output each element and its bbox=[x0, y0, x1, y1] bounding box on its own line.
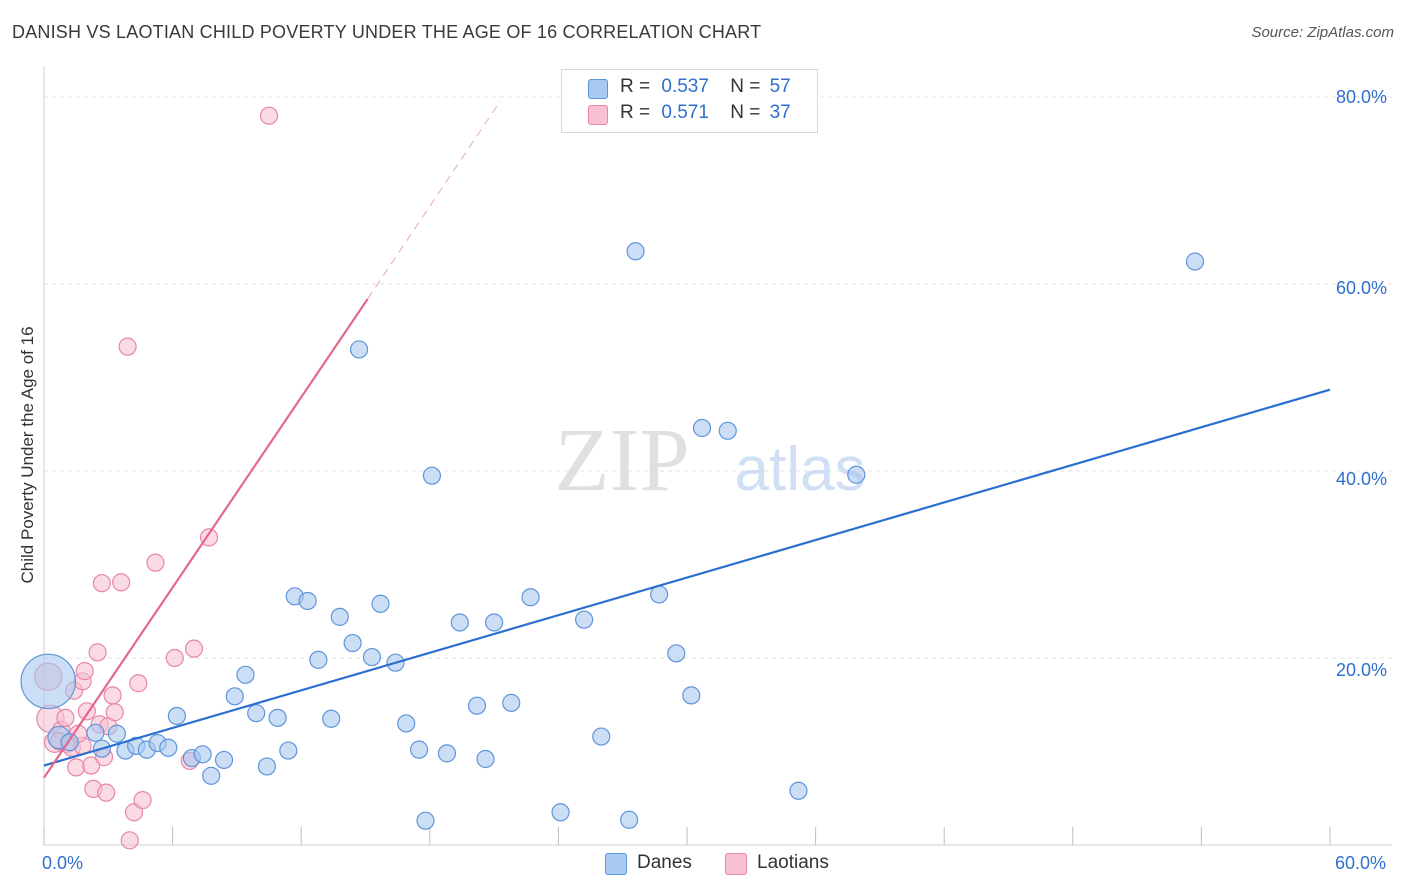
danes-point-3 bbox=[86, 723, 105, 742]
laotians-legend-swatch bbox=[725, 853, 747, 875]
danes-point-27 bbox=[343, 633, 362, 653]
danes-point-23 bbox=[298, 591, 317, 611]
laotians-trend-extension bbox=[367, 100, 501, 300]
danes-point-51 bbox=[692, 418, 712, 438]
danes-n-value: 57 bbox=[769, 76, 791, 97]
axes bbox=[43, 66, 1392, 846]
danes-point-33 bbox=[409, 740, 429, 759]
danes-point-28 bbox=[349, 340, 369, 359]
laotians-r-value: 0.571 bbox=[661, 102, 709, 123]
laotians-point-20 bbox=[103, 686, 122, 705]
danes-point-41 bbox=[502, 693, 521, 712]
danes-point-49 bbox=[667, 644, 686, 663]
danes-point-17 bbox=[236, 665, 255, 684]
watermark: ZIP atlas bbox=[555, 411, 866, 510]
laotians-point-8 bbox=[67, 758, 86, 777]
laotians-trend-line bbox=[43, 298, 369, 779]
trend-lines bbox=[43, 100, 1331, 779]
danes-swatch bbox=[588, 79, 608, 99]
laotians-point-31 bbox=[184, 639, 204, 658]
y-tick-label-60: 60.0% bbox=[1336, 278, 1388, 298]
watermark-atlas: atlas bbox=[735, 435, 866, 504]
laotians-n-label: N = bbox=[730, 102, 761, 123]
danes-point-35 bbox=[422, 466, 442, 485]
danes-legend-label: Danes bbox=[637, 852, 692, 873]
danes-point-18 bbox=[247, 704, 266, 723]
danes-point-29 bbox=[362, 647, 382, 667]
laotians-point-33 bbox=[259, 106, 279, 125]
danes-point-21 bbox=[279, 741, 298, 760]
danes-point-26 bbox=[330, 607, 349, 626]
danes-point-53 bbox=[789, 781, 808, 800]
danes-point-32 bbox=[397, 714, 416, 733]
laotians-point-11 bbox=[75, 661, 94, 681]
danes-point-36 bbox=[437, 744, 457, 763]
laotians-point-23 bbox=[118, 337, 137, 356]
danes-point-30 bbox=[371, 594, 390, 613]
danes-point-14 bbox=[202, 766, 221, 785]
danes-point-39 bbox=[476, 749, 495, 769]
danes-point-42 bbox=[521, 588, 540, 607]
laotians-r-label: R = bbox=[620, 102, 651, 123]
laotians-point-27 bbox=[133, 791, 152, 810]
danes-point-44 bbox=[575, 610, 594, 629]
danes-point-54 bbox=[847, 465, 866, 484]
laotians-swatch bbox=[588, 105, 608, 125]
y-tick-label-20: 20.0% bbox=[1336, 660, 1388, 680]
laotians-point-24 bbox=[120, 831, 139, 850]
laotians-point-18 bbox=[97, 783, 116, 802]
laotians-point-22 bbox=[112, 573, 131, 592]
danes-r-label: R = bbox=[620, 76, 651, 97]
correlation-legend: R = 0.537 N = 57 R = 0.571 N = 37 bbox=[561, 69, 818, 133]
danes-point-34 bbox=[416, 811, 435, 830]
laotians-point-17 bbox=[92, 574, 111, 593]
y-tick-label-40: 40.0% bbox=[1336, 469, 1388, 489]
gridlines bbox=[44, 96, 1392, 659]
x-tick-label-max: 60.0% bbox=[1335, 853, 1387, 873]
laotians-legend-label: Laotians bbox=[757, 852, 829, 873]
danes-point-43 bbox=[551, 803, 570, 822]
y-tick-label-80: 80.0% bbox=[1336, 87, 1388, 107]
danes-point-11 bbox=[167, 706, 186, 726]
danes-point-10 bbox=[159, 738, 178, 757]
danes-point-40 bbox=[485, 613, 504, 632]
danes-point-37 bbox=[450, 613, 469, 632]
laotians-point-13 bbox=[82, 756, 101, 775]
watermark-zip: ZIP bbox=[555, 411, 690, 510]
danes-point-45 bbox=[592, 727, 611, 746]
danes-point-52 bbox=[718, 421, 737, 440]
danes-point-5 bbox=[107, 724, 126, 743]
danes-point-25 bbox=[322, 709, 341, 728]
danes-n-label: N = bbox=[730, 76, 761, 97]
laotians-point-29 bbox=[165, 648, 184, 668]
laotians-point-4 bbox=[56, 708, 75, 727]
danes-point-24 bbox=[309, 650, 328, 669]
danes-point-46 bbox=[620, 810, 639, 829]
laotians-n-value: 37 bbox=[769, 102, 791, 123]
danes-point-55 bbox=[1185, 252, 1205, 271]
danes-point-50 bbox=[682, 686, 701, 705]
danes-point-38 bbox=[467, 696, 487, 715]
laotians-point-26 bbox=[129, 674, 148, 693]
danes-trend-line bbox=[43, 388, 1331, 767]
laotians-point-15 bbox=[88, 643, 107, 662]
danes-point-16 bbox=[225, 687, 244, 706]
laotians-point-21 bbox=[105, 703, 124, 722]
danes-point-15 bbox=[214, 750, 234, 770]
danes-point-47 bbox=[626, 242, 645, 261]
danes-point-13 bbox=[193, 745, 212, 764]
danes-point-20 bbox=[268, 708, 287, 727]
laotians-point-28 bbox=[146, 553, 165, 572]
danes-points bbox=[20, 242, 1205, 830]
x-tick-label-min: 0.0% bbox=[42, 853, 84, 873]
danes-point-0 bbox=[20, 653, 77, 710]
danes-r-value: 0.537 bbox=[661, 76, 709, 97]
source-label: Source: ZipAtlas.com bbox=[1251, 24, 1394, 41]
danes-point-19 bbox=[257, 757, 277, 776]
chart-title: DANISH VS LAOTIAN CHILD POVERTY UNDER TH… bbox=[12, 22, 762, 42]
danes-legend-swatch bbox=[605, 853, 627, 875]
